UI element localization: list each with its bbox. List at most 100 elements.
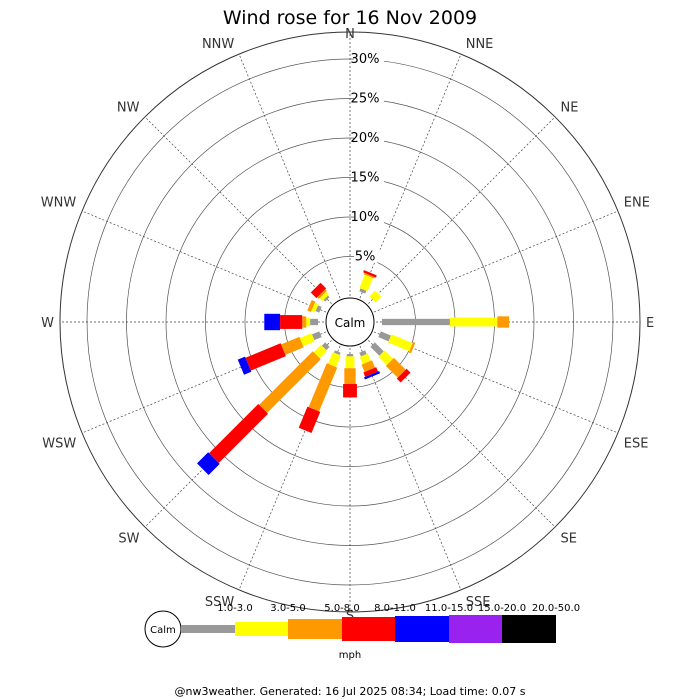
legend-unit: mph — [339, 650, 361, 661]
legend-label-20.0-50.0: 20.0-50.0 — [532, 603, 580, 614]
bar-se-1.0-3.0 — [370, 342, 384, 356]
outer-ring — [59, 31, 641, 613]
tick-bg — [354, 170, 384, 184]
direction-label-nne: NNE — [466, 37, 494, 52]
direction-label-s: S — [346, 609, 354, 624]
legend-swatch-1.0-3.0 — [181, 625, 235, 633]
direction-label-sse: SSE — [466, 595, 491, 610]
radial-tick-label: 10% — [351, 210, 380, 225]
radial-tick-label: 15% — [351, 171, 380, 186]
bar-wsw-5.0-8.0 — [281, 336, 304, 355]
legend-label-5.0-8.0: 5.0-8.0 — [324, 603, 359, 614]
bar-s-3.0-5.0 — [345, 356, 355, 369]
radial-tick-label: 20% — [351, 131, 380, 146]
bar-nne-3.0-5.0 — [359, 274, 373, 292]
bar-s-1.0-3.0 — [346, 354, 354, 357]
radial-tick-label: 30% — [351, 52, 380, 67]
bar-w-11.0-15.0 — [264, 313, 281, 331]
spoke-ne — [368, 116, 556, 304]
tick-bg — [354, 249, 384, 263]
bar-w-5.0-8.0 — [302, 316, 307, 328]
bar-e-5.0-8.0 — [497, 316, 510, 328]
bar-ese-1.0-3.0 — [378, 331, 391, 342]
radial-tick-label: 25% — [351, 92, 380, 107]
bar-ese-5.0-8.0 — [408, 342, 416, 354]
bar-se-3.0-5.0 — [378, 350, 394, 366]
bar-s-8.0-11.0 — [343, 384, 357, 398]
direction-label-wnw: WNW — [41, 195, 77, 210]
bar-wsw-8.0-11.0 — [245, 343, 286, 371]
bar-sse-3.0-5.0 — [359, 353, 371, 365]
direction-label-se: SE — [560, 531, 576, 546]
bar-wnw-3.0-5.0 — [311, 302, 319, 313]
bar-nne-1.0-3.0 — [359, 288, 367, 294]
bar-se-5.0-8.0 — [385, 357, 406, 378]
calm-circle — [325, 297, 375, 347]
tick-bg — [354, 52, 384, 65]
legend-calm-label: Calm — [150, 625, 176, 636]
bar-e-3.0-5.0 — [449, 317, 498, 327]
direction-label-w: W — [41, 316, 54, 331]
bar-nw-1.0-3.0 — [323, 295, 330, 302]
bar-ne-3.0-5.0 — [369, 290, 382, 303]
bar-wsw-11.0-15.0 — [237, 356, 252, 375]
legend-label-15.0-20.0: 15.0-20.0 — [478, 603, 526, 614]
legend-swatch-20.0-50.0 — [502, 615, 556, 643]
legend-swatch-5.0-8.0 — [288, 619, 342, 639]
bar-s-5.0-8.0 — [344, 368, 356, 385]
spoke-nnw — [238, 53, 341, 299]
spoke-ene — [373, 210, 619, 313]
bar-e-1.0-3.0 — [382, 318, 450, 326]
bar-ssw-8.0-11.0 — [298, 406, 321, 434]
bar-nne-8.0-11.0 — [363, 270, 377, 278]
bar-ssw-1.0-3.0 — [333, 350, 341, 355]
bar-ssw-5.0-8.0 — [308, 363, 338, 412]
direction-label-n: N — [345, 27, 355, 42]
bar-nw-3.0-5.0 — [319, 291, 329, 301]
tick-bg — [354, 210, 384, 223]
bar-sw-5.0-8.0 — [259, 351, 321, 413]
direction-label-ne: NE — [560, 101, 578, 116]
direction-label-ene: ENE — [624, 195, 650, 210]
bar-se-8.0-11.0 — [396, 368, 411, 383]
legend-swatch-8.0-11.0 — [342, 617, 395, 641]
bar-nw-5.0-8.0 — [317, 289, 327, 299]
bar-ssw-3.0-5.0 — [327, 352, 341, 368]
bar-sse-5.0-8.0 — [361, 360, 376, 372]
bar-sse-1.0-3.0 — [359, 350, 367, 357]
bar-wnw-1.0-3.0 — [315, 305, 322, 313]
bar-nw-8.0-11.0 — [310, 282, 327, 299]
bar-sse-8.0-11.0 — [363, 367, 379, 377]
spoke-wnw — [81, 210, 327, 313]
tick-bg — [354, 91, 384, 105]
bar-w-1.0-3.0 — [310, 318, 319, 326]
direction-label-wsw: WSW — [42, 437, 76, 452]
direction-label-ese: ESE — [624, 437, 649, 452]
direction-label-e: E — [646, 316, 654, 331]
legend-swatch-3.0-5.0 — [235, 622, 288, 636]
bar-sse-11.0-15.0 — [364, 371, 381, 380]
direction-label-ssw: SSW — [205, 595, 235, 610]
spoke-sse — [359, 345, 462, 591]
chart-title: Wind rose for 16 Nov 2009 — [223, 7, 477, 29]
legend-swatch-11.0-15.0 — [395, 616, 449, 642]
radial-tick-label: 5% — [355, 250, 376, 265]
legend-label-3.0-5.0: 3.0-5.0 — [270, 603, 305, 614]
footer-text: @nw3weather. Generated: 16 Jul 2025 08:3… — [175, 685, 526, 698]
bar-sw-11.0-15.0 — [197, 452, 220, 475]
bar-w-3.0-5.0 — [306, 317, 311, 327]
legend-label-1.0-3.0: 1.0-3.0 — [217, 603, 252, 614]
direction-label-sw: SW — [118, 531, 139, 546]
spoke-ese — [373, 331, 619, 434]
legend-label-11.0-15.0: 11.0-15.0 — [425, 603, 473, 614]
bar-wnw-5.0-8.0 — [307, 299, 316, 312]
bar-ese-3.0-5.0 — [388, 334, 413, 352]
legend-swatch-15.0-20.0 — [449, 615, 502, 643]
bar-w-8.0-11.0 — [280, 315, 303, 329]
bar-sw-8.0-11.0 — [209, 403, 269, 463]
bar-sw-1.0-3.0 — [321, 342, 330, 351]
bar-wsw-3.0-5.0 — [299, 333, 315, 347]
spoke-nw — [144, 116, 332, 304]
